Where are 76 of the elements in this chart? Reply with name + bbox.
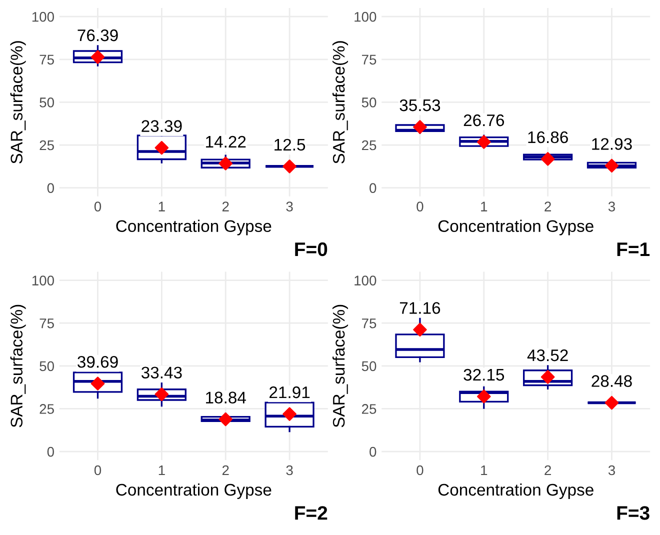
x-axis-title: Concentration Gypse xyxy=(438,483,594,499)
y-tick-label: 75 xyxy=(40,318,54,328)
x-axis-title: Concentration Gypse xyxy=(116,483,272,499)
x-tick-label: 2 xyxy=(222,202,229,212)
x-tick-label: 3 xyxy=(608,202,615,212)
point xyxy=(282,160,296,174)
point xyxy=(413,120,427,134)
y-tick-label: 100 xyxy=(354,12,376,22)
point xyxy=(154,387,169,402)
y-tick-label: 100 xyxy=(32,276,54,286)
x-tick-label: 1 xyxy=(481,465,488,476)
y-tick-label: 50 xyxy=(362,98,376,108)
point xyxy=(90,50,105,64)
data-label: 18.84 xyxy=(206,392,246,404)
point xyxy=(413,322,427,337)
point xyxy=(604,396,619,410)
x-tick-label: 0 xyxy=(416,202,424,212)
data-label: 43.52 xyxy=(527,349,568,362)
x-axis-title: Concentration Gypse xyxy=(116,220,272,236)
data-label: 28.48 xyxy=(592,375,632,387)
data-label: 23.39 xyxy=(142,120,182,132)
x-tick-label: 3 xyxy=(286,202,293,212)
y-tick-label: 0 xyxy=(47,446,54,457)
text: F=2 xyxy=(295,506,328,520)
y-tick-label: 25 xyxy=(362,140,376,150)
point xyxy=(540,152,555,166)
x-tick-label: 3 xyxy=(608,465,615,476)
data-label: 12.93 xyxy=(592,138,632,150)
data-label: 12.5 xyxy=(274,138,306,151)
data-label: 32.15 xyxy=(464,368,504,381)
x-tick-label: 1 xyxy=(158,465,165,476)
y-tick-label: 0 xyxy=(370,446,376,457)
data-label: 16.86 xyxy=(528,131,568,144)
data-label: 39.69 xyxy=(78,356,118,368)
y-tick-label: 25 xyxy=(40,140,54,150)
x-tick-label: 1 xyxy=(481,202,488,212)
data-label: 14.22 xyxy=(206,136,246,148)
x-tick-label: 0 xyxy=(94,465,102,476)
x-axis-title: Concentration Gypse xyxy=(438,220,594,236)
y-tick-label: 50 xyxy=(362,361,376,372)
y-tick-label: 100 xyxy=(354,276,376,286)
x-tick-label: 2 xyxy=(544,465,551,476)
y-tick-label: 75 xyxy=(362,54,376,65)
text: F=1 xyxy=(617,242,650,256)
y-tick-label: 25 xyxy=(40,404,54,414)
y-tick-label: 50 xyxy=(40,361,54,372)
point xyxy=(218,156,233,170)
data-label: 35.53 xyxy=(400,99,440,112)
text: F=0 xyxy=(295,242,328,256)
y-tick-label: 75 xyxy=(40,54,54,65)
y-axis-title: SAR_surface(%) xyxy=(332,304,348,428)
x-tick-label: 2 xyxy=(222,465,229,476)
y-axis-title: SAR_surface(%) xyxy=(332,41,348,164)
y-axis-title: SAR_surface(%) xyxy=(10,304,26,428)
y-tick-label: 0 xyxy=(47,183,54,193)
x-tick-label: 2 xyxy=(544,202,551,212)
data-label: 71.16 xyxy=(400,302,440,314)
x-tick-label: 0 xyxy=(94,202,102,212)
x-tick-label: 3 xyxy=(286,465,293,476)
text: F=3 xyxy=(617,506,650,520)
point xyxy=(604,158,619,173)
y-tick-label: 0 xyxy=(370,183,376,193)
data-label: 21.91 xyxy=(270,386,310,398)
x-tick-label: 0 xyxy=(416,465,424,476)
point xyxy=(476,135,491,149)
y-axis-title: SAR_surface(%) xyxy=(10,41,26,164)
y-tick-label: 25 xyxy=(362,404,376,414)
point xyxy=(476,390,491,404)
data-label: 76.39 xyxy=(78,29,118,42)
y-tick-label: 75 xyxy=(362,318,376,328)
y-tick-label: 50 xyxy=(40,98,54,108)
data-label: 26.76 xyxy=(464,114,504,126)
point xyxy=(218,412,233,426)
data-label: 33.43 xyxy=(141,366,182,378)
y-tick-label: 100 xyxy=(32,12,54,22)
x-tick-label: 1 xyxy=(158,202,165,212)
